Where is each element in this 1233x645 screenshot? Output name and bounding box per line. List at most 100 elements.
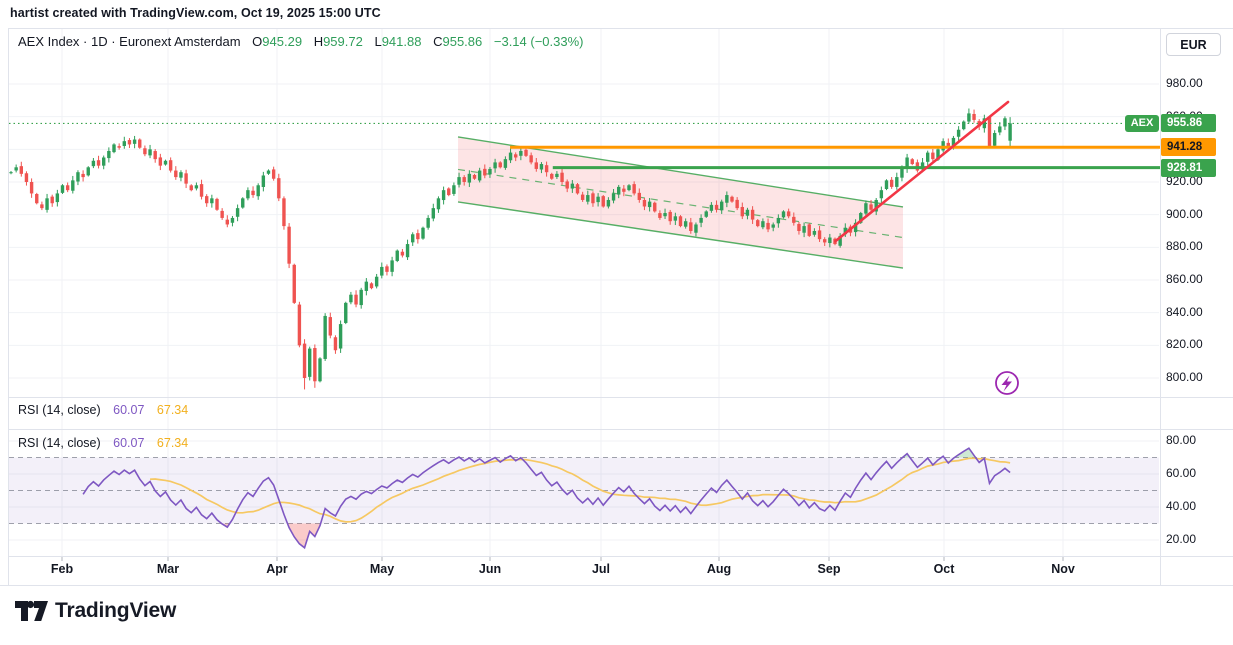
candle[interactable] xyxy=(246,187,250,201)
candle[interactable] xyxy=(926,150,930,166)
candle[interactable] xyxy=(967,108,971,124)
candle[interactable] xyxy=(575,183,580,195)
candle[interactable] xyxy=(982,114,987,133)
candle[interactable] xyxy=(905,153,909,173)
candle[interactable] xyxy=(807,223,811,238)
candle[interactable] xyxy=(786,208,791,219)
candle[interactable] xyxy=(591,191,595,207)
candle[interactable] xyxy=(869,199,873,213)
candle[interactable] xyxy=(199,179,204,200)
candle[interactable] xyxy=(689,217,693,234)
candle[interactable] xyxy=(735,197,739,211)
candle[interactable] xyxy=(168,157,173,173)
price-chart-canvas[interactable] xyxy=(0,0,1233,592)
candle[interactable] xyxy=(555,171,559,179)
candle[interactable] xyxy=(864,200,868,216)
candle[interactable] xyxy=(632,181,636,196)
candle[interactable] xyxy=(261,171,266,192)
candle[interactable] xyxy=(493,158,497,173)
candle[interactable] xyxy=(14,164,18,173)
candle[interactable] xyxy=(411,232,415,246)
candle[interactable] xyxy=(328,312,332,339)
candle[interactable] xyxy=(704,210,708,218)
candle[interactable] xyxy=(668,209,672,225)
candle[interactable] xyxy=(503,156,508,170)
candle[interactable] xyxy=(853,219,858,237)
candle[interactable] xyxy=(658,210,662,220)
candle[interactable] xyxy=(663,208,667,219)
candle[interactable] xyxy=(884,179,889,191)
candle[interactable] xyxy=(586,190,590,205)
candle[interactable] xyxy=(637,188,641,203)
flash-icon[interactable] xyxy=(995,371,1019,395)
candle[interactable] xyxy=(71,175,75,194)
candle[interactable] xyxy=(60,184,65,195)
candle[interactable] xyxy=(452,182,456,196)
candle[interactable] xyxy=(112,143,116,154)
candle[interactable] xyxy=(550,172,554,180)
channel-mid-line[interactable] xyxy=(457,168,904,239)
candle[interactable] xyxy=(266,169,271,175)
candle[interactable] xyxy=(369,282,374,290)
candle[interactable] xyxy=(344,301,348,325)
candle[interactable] xyxy=(895,172,899,190)
candle[interactable] xyxy=(673,212,678,226)
candle[interactable] xyxy=(992,130,997,148)
trend-line[interactable] xyxy=(834,100,1010,243)
candle[interactable] xyxy=(24,171,29,186)
candle[interactable] xyxy=(215,197,219,211)
currency-button[interactable]: EUR xyxy=(1166,33,1221,56)
candle[interactable] xyxy=(956,126,961,142)
candle[interactable] xyxy=(35,192,39,205)
candle[interactable] xyxy=(194,182,199,191)
candle[interactable] xyxy=(838,233,842,248)
candle[interactable] xyxy=(889,177,894,189)
candle[interactable] xyxy=(606,197,611,209)
candle[interactable] xyxy=(297,301,302,348)
candle[interactable] xyxy=(271,166,276,181)
candle[interactable] xyxy=(761,218,765,230)
candle[interactable] xyxy=(750,206,755,224)
candle[interactable] xyxy=(653,201,657,213)
candle[interactable] xyxy=(642,198,647,211)
candle[interactable] xyxy=(282,196,286,230)
candle[interactable] xyxy=(45,193,49,213)
candle[interactable] xyxy=(730,195,734,203)
candle[interactable] xyxy=(544,161,549,177)
candle[interactable] xyxy=(792,212,796,226)
candle[interactable] xyxy=(436,196,441,213)
candle[interactable] xyxy=(565,179,569,193)
candle[interactable] xyxy=(96,155,101,169)
candle[interactable] xyxy=(879,186,884,203)
candle[interactable] xyxy=(122,136,126,149)
candle[interactable] xyxy=(421,226,425,240)
candle[interactable] xyxy=(81,170,85,182)
candle[interactable] xyxy=(287,223,291,269)
candle[interactable] xyxy=(313,344,317,388)
candle[interactable] xyxy=(570,180,575,193)
candle[interactable] xyxy=(158,153,163,171)
candle[interactable] xyxy=(457,172,461,188)
candle[interactable] xyxy=(447,187,451,197)
candle[interactable] xyxy=(678,215,683,228)
candle[interactable] xyxy=(441,186,446,205)
candle[interactable] xyxy=(148,144,152,159)
candle[interactable] xyxy=(617,184,621,199)
candle[interactable] xyxy=(812,228,817,237)
candle[interactable] xyxy=(776,214,781,228)
candle[interactable] xyxy=(117,143,121,150)
candle[interactable] xyxy=(374,273,379,289)
candle[interactable] xyxy=(622,185,626,197)
tradingview-logo-icon[interactable] xyxy=(14,598,48,624)
candle[interactable] xyxy=(828,233,832,248)
candle[interactable] xyxy=(230,215,235,227)
candle[interactable] xyxy=(472,173,477,180)
candle[interactable] xyxy=(431,203,435,222)
candle[interactable] xyxy=(802,222,806,238)
candle[interactable] xyxy=(395,249,399,263)
candle[interactable] xyxy=(462,175,466,186)
candle[interactable] xyxy=(19,161,23,177)
candle[interactable] xyxy=(771,222,775,232)
candle[interactable] xyxy=(102,155,106,170)
candle[interactable] xyxy=(153,149,157,163)
